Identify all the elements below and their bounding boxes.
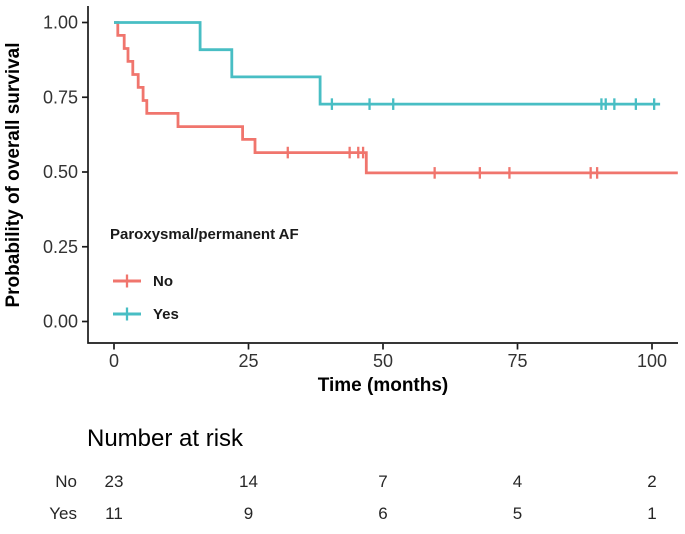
risk-count: 5 [513,504,522,523]
axis-lines [87,6,678,344]
legend-label-yes: Yes [153,306,179,323]
y-axis-title: Probability of overall survival [3,42,24,307]
y-tick-label: 1.00 [43,13,78,33]
x-tick-label: 100 [637,351,667,371]
y-tick-label: 0.50 [43,162,78,182]
survival-curves [114,21,678,179]
risk-count: 1 [647,504,656,523]
legend: Paroxysmal/permanent AF No Yes [110,226,299,323]
survival-curve-yes [114,21,661,106]
x-tick-label: 75 [507,351,527,371]
risk-count: 23 [105,472,124,491]
survival-curve-no [114,21,678,175]
legend-label-no: No [153,273,173,290]
risk-count: 4 [513,472,522,491]
legend-title: Paroxysmal/permanent AF [110,226,299,243]
risk-count: 6 [378,504,387,523]
y-tick-label: 0.25 [43,237,78,257]
risk-count: 9 [244,504,253,523]
x-axis-title: Time (months) [318,375,449,396]
risk-count: 14 [239,472,258,491]
y-tick-label: 0.00 [43,312,78,332]
risk-count: 2 [647,472,656,491]
risk-row-label-no: No [55,472,77,491]
number-at-risk-table: Number at risk No 23 14 7 4 2 Yes 11 9 6 5 1 [49,425,656,523]
risk-table-title: Number at risk [87,425,244,452]
x-tick-label: 50 [373,351,393,371]
axes: 0 25 50 75 100 1.00 0.75 0.50 0.25 0.00 [43,6,678,371]
y-tick-label: 0.75 [43,87,78,107]
x-tick-label: 0 [109,351,119,371]
risk-count: 11 [105,504,123,523]
risk-row-label-yes: Yes [49,504,77,523]
risk-count: 7 [378,472,387,491]
x-tick-label: 25 [238,351,258,371]
